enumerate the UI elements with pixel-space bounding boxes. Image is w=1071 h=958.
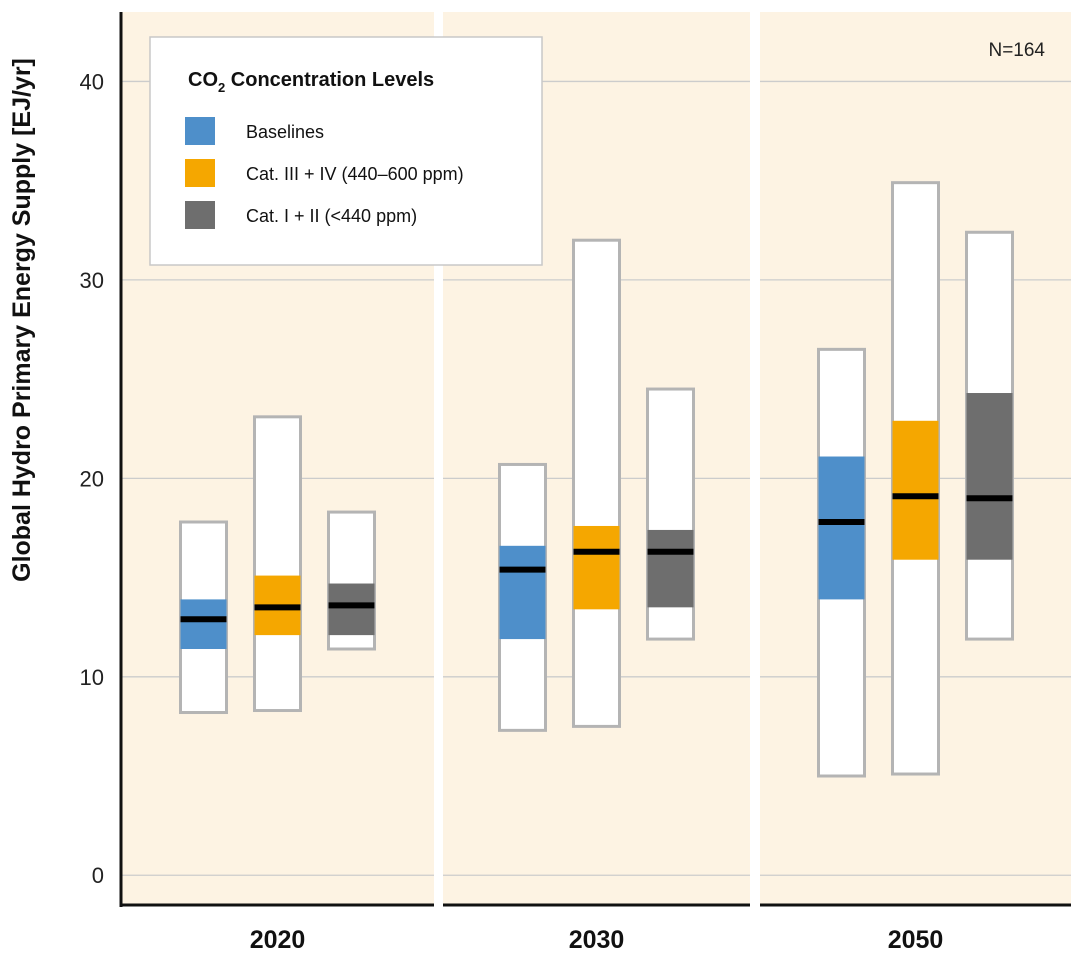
legend-box [149, 36, 543, 266]
category-labels: 2020 2030 2050 [250, 926, 944, 954]
legend-title-rest: Concentration Levels [225, 69, 434, 91]
legend-swatch-3 [185, 201, 215, 229]
legend-title-main: CO [188, 69, 218, 91]
y-tick-40: 40 [80, 69, 104, 94]
boxes-layer [179, 181, 1014, 778]
iqr-box-2030-1 [499, 545, 546, 640]
iqr-box-2030-3 [647, 529, 694, 608]
legend-title: CO2 Concentration Levels [188, 69, 434, 95]
sample-count-annotation: N=164 [988, 40, 1045, 61]
iqr-box-2020-3 [328, 583, 375, 636]
legend-swatch-2 [185, 159, 215, 187]
axes [119, 12, 1071, 907]
y-tick-30: 30 [80, 268, 104, 293]
legend-title-subscript: 2 [218, 80, 225, 95]
category-label-2030: 2030 [569, 926, 625, 954]
category-label-2020: 2020 [250, 926, 306, 954]
legend-label-1: Baselines [246, 122, 324, 142]
category-label-2050: 2050 [888, 926, 944, 954]
legend-label-3: Cat. I + II (<440 ppm) [246, 206, 417, 226]
y-tick-20: 20 [80, 466, 104, 491]
legend-label-2: Cat. III + IV (440–600 ppm) [246, 164, 464, 184]
y-axis-label: Global Hydro Primary Energy Supply [EJ/y… [8, 58, 36, 582]
y-tick-labels: 0 10 20 30 40 [80, 69, 104, 888]
range-box-2020-2 [253, 415, 302, 713]
legend-swatch-1 [185, 117, 215, 145]
iqr-box-2050-3 [966, 393, 1013, 560]
legend-items: Baselines Cat. III + IV (440–600 ppm) Cat.… [185, 117, 464, 229]
iqr-box-2050-2 [892, 420, 939, 560]
iqr-box-2030-2 [573, 525, 620, 610]
iqr-box-2050-1 [818, 456, 865, 600]
legend: CO2 Concentration Levels Baselines Cat. I… [149, 36, 543, 266]
y-tick-10: 10 [80, 665, 104, 690]
y-tick-0: 0 [92, 863, 104, 888]
iqr-box-2020-1 [180, 599, 227, 650]
range-box-2030-2 [572, 238, 621, 728]
